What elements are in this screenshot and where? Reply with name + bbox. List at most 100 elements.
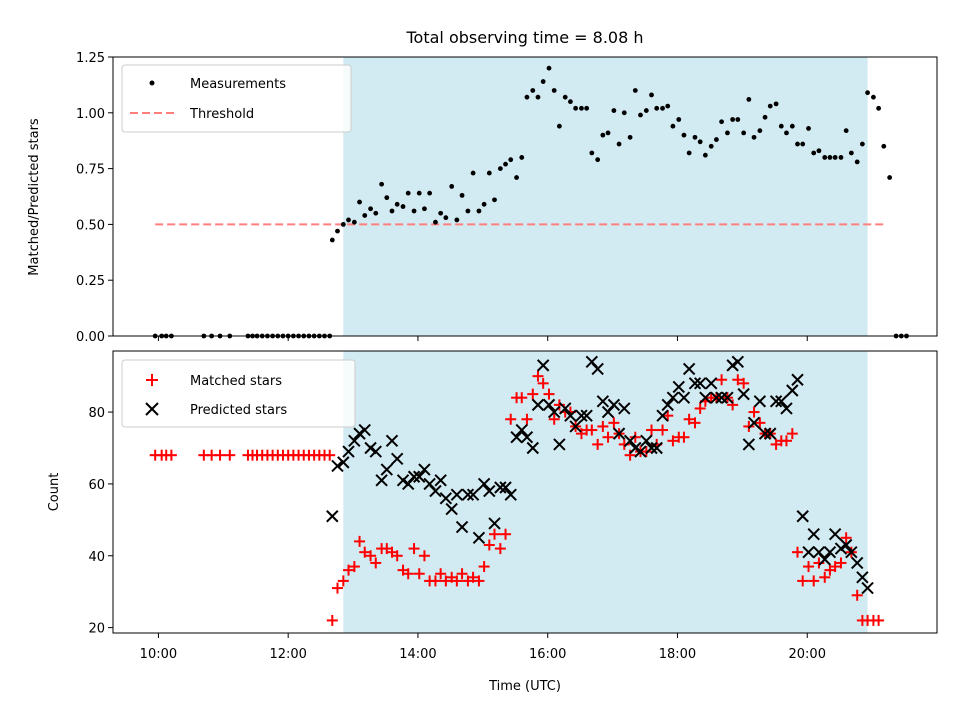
matched-star-point bbox=[835, 557, 847, 569]
measurement-point bbox=[692, 134, 698, 140]
top-y-ticks: 0.00 0.25 0.50 0.75 1.00 1.25 bbox=[76, 51, 113, 345]
predicted-star-point bbox=[364, 441, 377, 455]
measurement-point bbox=[605, 130, 611, 136]
matched-star-point bbox=[343, 564, 355, 576]
predicted-star-point bbox=[764, 427, 777, 440]
measurement-point bbox=[697, 139, 703, 145]
legend-measurements-marker bbox=[149, 80, 155, 86]
measurement-point bbox=[427, 190, 433, 196]
top-ytick-label: 1.00 bbox=[76, 107, 105, 122]
predicted-star-point bbox=[564, 409, 577, 422]
predicted-star-point bbox=[461, 488, 475, 501]
matched-star-point bbox=[435, 568, 447, 580]
predicted-star-point bbox=[705, 377, 718, 390]
measurement-point bbox=[627, 134, 633, 140]
measurement-point bbox=[670, 123, 676, 129]
predicted-star-point bbox=[856, 571, 869, 584]
matched-star-point bbox=[592, 438, 604, 450]
measurement-point bbox=[719, 119, 724, 125]
predicted-star-point bbox=[390, 452, 404, 465]
matched-star-point bbox=[678, 431, 690, 443]
predicted-star-point bbox=[531, 398, 545, 412]
predicted-star-point bbox=[450, 488, 464, 501]
predicted-star-point bbox=[499, 481, 512, 494]
predicted-star-point bbox=[569, 420, 582, 433]
measurement-point bbox=[702, 152, 708, 158]
matched-star-point bbox=[456, 568, 468, 580]
predicted-star-point bbox=[731, 355, 745, 368]
matched-star-point bbox=[326, 614, 338, 626]
matched-star-point bbox=[331, 582, 343, 594]
predicted-star-point bbox=[850, 556, 864, 570]
measurement-point bbox=[773, 101, 779, 107]
predicted-star-point bbox=[834, 542, 848, 555]
measurement-point bbox=[654, 105, 660, 111]
predicted-star-point bbox=[575, 409, 588, 422]
predicted-star-point bbox=[661, 398, 674, 412]
predicted-star-point bbox=[839, 538, 853, 552]
measurement-point bbox=[767, 103, 773, 109]
predicted-star-point bbox=[504, 488, 517, 501]
predicted-star-point bbox=[515, 423, 528, 437]
predicted-star-point bbox=[818, 553, 831, 566]
predicted-star-point bbox=[429, 484, 442, 498]
matched-star-point bbox=[165, 449, 177, 461]
predicted-star-point bbox=[418, 463, 431, 476]
predicted-star-point bbox=[591, 362, 604, 376]
matched-star-point bbox=[618, 438, 630, 450]
matched-star-point bbox=[429, 575, 441, 587]
predicted-star-point bbox=[753, 395, 767, 408]
matched-star-point bbox=[586, 424, 598, 436]
predicted-star-point bbox=[547, 405, 561, 419]
matched-star-point bbox=[738, 377, 750, 389]
predicted-star-point bbox=[380, 463, 394, 476]
matched-star-point bbox=[324, 449, 336, 461]
matched-star-point bbox=[473, 575, 485, 587]
predicted-star-point bbox=[780, 402, 793, 415]
top-ytick-label: 0.50 bbox=[76, 218, 105, 233]
matched-star-point bbox=[808, 575, 820, 587]
measurement-point bbox=[530, 88, 536, 93]
matched-star-point bbox=[667, 435, 679, 447]
matched-star-point bbox=[662, 410, 674, 422]
measurement-point bbox=[508, 157, 514, 163]
measurement-point bbox=[600, 132, 606, 138]
predicted-star-point bbox=[434, 474, 447, 487]
predicted-star-point bbox=[337, 456, 350, 469]
measurement-point bbox=[540, 79, 546, 84]
measurement-point bbox=[329, 237, 335, 243]
matched-star-point bbox=[494, 543, 506, 555]
measurement-point bbox=[449, 184, 455, 189]
top-legend-box bbox=[121, 64, 352, 133]
bottom-legend: Matched stars Predicted stars bbox=[121, 359, 356, 428]
predicted-star-point bbox=[656, 409, 669, 422]
chart-title: Total observing time = 8.08 h bbox=[405, 28, 643, 47]
measurement-point bbox=[546, 65, 552, 71]
predicted-star-point bbox=[326, 510, 339, 523]
bottom-y-ticks: 20 40 60 80 bbox=[88, 406, 113, 637]
matched-star-point bbox=[780, 435, 792, 447]
measurement-point bbox=[881, 143, 887, 149]
measurement-point bbox=[562, 94, 568, 100]
measurement-point bbox=[405, 190, 411, 196]
predicted-star-point bbox=[786, 384, 799, 397]
predicted-star-point bbox=[629, 441, 642, 455]
measurement-point bbox=[757, 128, 763, 134]
matched-star-point bbox=[440, 575, 452, 587]
measurement-point bbox=[524, 94, 530, 100]
matched-star-point bbox=[813, 557, 825, 569]
xtick-label: 12:00 bbox=[269, 647, 306, 662]
legend-matched-marker bbox=[146, 374, 158, 386]
predicted-star-point bbox=[553, 438, 566, 451]
predicted-star-point bbox=[488, 517, 501, 530]
predicted-star-point bbox=[769, 395, 783, 408]
matched-star-point bbox=[829, 561, 841, 573]
top-ytick-label: 1.25 bbox=[76, 51, 105, 66]
measurement-point bbox=[676, 117, 682, 122]
measurement-point bbox=[503, 161, 508, 167]
bottom-ytick-label: 80 bbox=[88, 406, 105, 421]
measurement-point bbox=[459, 192, 465, 198]
predicted-star-point bbox=[721, 391, 734, 404]
measurement-point bbox=[789, 123, 795, 129]
measurement-point bbox=[832, 155, 838, 160]
